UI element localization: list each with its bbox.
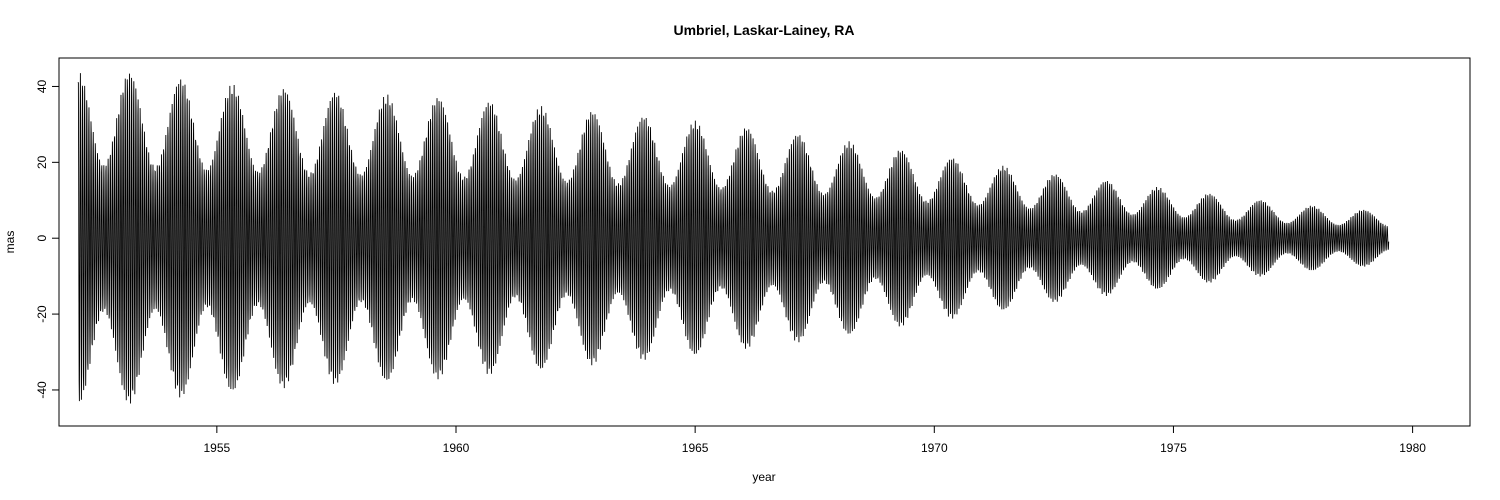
x-tick-label: 1955	[203, 441, 230, 455]
x-tick-label: 1980	[1399, 441, 1426, 455]
x-tick-label: 1965	[682, 441, 709, 455]
y-axis: -40 -20 0 20 40	[35, 79, 60, 399]
y-axis-label: mas	[3, 231, 17, 254]
y-tick-label: -40	[35, 381, 49, 399]
x-axis: 1955 1960 1965 1970 1975 1980	[203, 425, 1426, 455]
y-tick-label: 20	[35, 155, 49, 169]
y-tick-label: -20	[35, 305, 49, 323]
series-line-ra	[77, 73, 1390, 404]
x-tick-label: 1970	[921, 441, 948, 455]
x-tick-label: 1975	[1160, 441, 1187, 455]
chart-title: Umbriel, Laskar-Lainey, RA	[673, 22, 854, 38]
y-tick-label: 0	[35, 235, 49, 242]
x-axis-label: year	[752, 470, 775, 484]
x-tick-label: 1960	[443, 441, 470, 455]
y-tick-label: 40	[35, 79, 49, 93]
